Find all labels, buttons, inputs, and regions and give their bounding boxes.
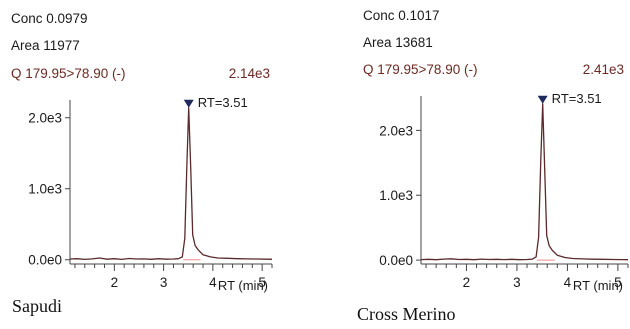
conc-label: Conc 0.1017 — [363, 8, 440, 23]
chromatogram-trace — [69, 107, 273, 261]
y-tick-label: 0.0e0 — [379, 253, 413, 268]
max-intensity-label: 2.14e3 — [229, 66, 270, 81]
x-tick-label: 3 — [160, 275, 168, 290]
x-tick-label: 5 — [258, 275, 266, 290]
x-tick-label: 4 — [564, 275, 572, 290]
sample-label: Sapudi — [12, 296, 62, 316]
transition-label: Q 179.95>78.90 (-) — [11, 66, 125, 81]
y-tick-label: 0.0e0 — [28, 253, 62, 268]
x-tick-label: 4 — [209, 275, 217, 290]
x-axis-label: RT (min) — [218, 278, 268, 293]
conc-label: Conc 0.0979 — [11, 11, 88, 26]
y-tick-label: 1.0e3 — [28, 182, 62, 197]
area-label: Area 11977 — [11, 38, 80, 53]
chromatogram-panel-cross-merino: Conc 0.1017 Area 13681 Q 179.95>78.90 (-… — [357, 8, 629, 324]
sample-label: Cross Merino — [357, 304, 456, 324]
x-tick-label: 2 — [111, 275, 119, 290]
x-axis-label: RT (min) — [573, 278, 623, 293]
x-tick-label: 3 — [513, 275, 521, 290]
area-label: Area 13681 — [363, 35, 433, 50]
y-tick-label: 2.0e3 — [379, 123, 413, 138]
chromatogram-panel-sapudi: Conc 0.0979 Area 11977 Q 179.95>78.90 (-… — [11, 11, 273, 316]
x-tick-label: 5 — [614, 275, 622, 290]
x-tick-label: 2 — [463, 275, 471, 290]
y-tick-label: 1.0e3 — [379, 188, 413, 203]
plot-area: 0.0e0 1.0e3 2.0e3 2 3 4 5 RT=3.51 — [28, 95, 273, 290]
peak-marker-icon — [537, 95, 548, 104]
peak-marker-icon — [183, 99, 194, 108]
plot-area: 0.0e0 1.0e3 2.0e3 2 3 4 5 RT=3.51 — [379, 91, 629, 290]
chromatogram-trace — [420, 103, 629, 261]
y-tick-label: 2.0e3 — [28, 111, 62, 126]
transition-label: Q 179.95>78.90 (-) — [363, 62, 477, 77]
peak-rt-label: RT=3.51 — [198, 95, 248, 110]
peak-rt-label: RT=3.51 — [552, 91, 602, 106]
max-intensity-label: 2.41e3 — [583, 62, 624, 77]
